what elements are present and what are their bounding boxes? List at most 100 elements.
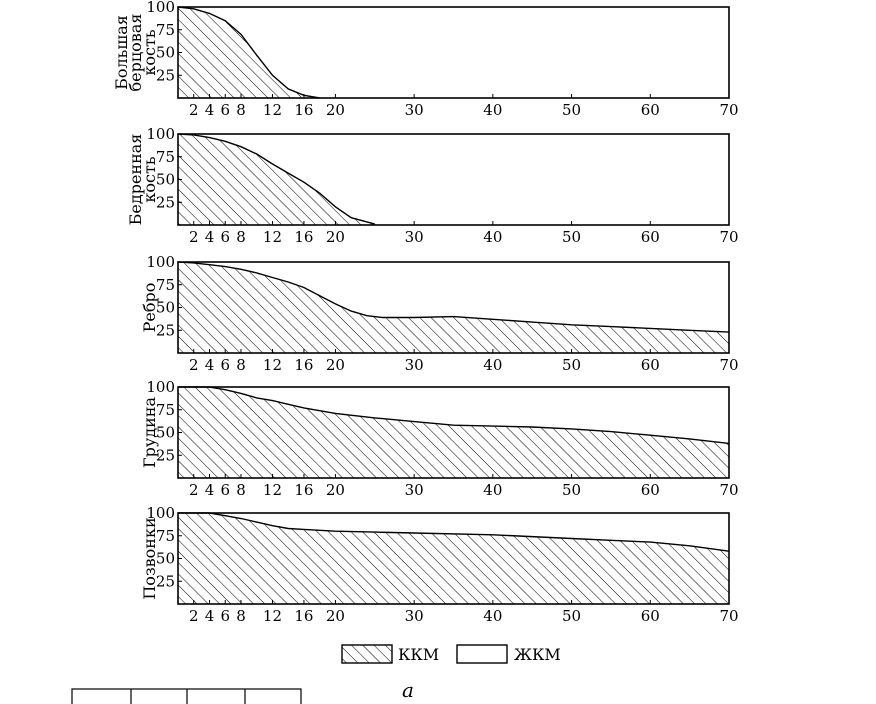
x-tick-label: 4	[205, 481, 215, 499]
x-tick-label: 40	[483, 356, 502, 374]
y-tick-label: 25	[156, 321, 175, 339]
x-tick-label: 40	[483, 228, 502, 246]
chart-panel: 25 50 75 100 2 4 6 8 12 16 20 30 40 50 60 70 Позвонки	[140, 504, 739, 625]
chart-panel: 25 50 75 100 2 4 6 8 12 16 20 30 40 50 60 70 Грудина	[140, 378, 739, 499]
x-tick-label: 60	[641, 101, 660, 119]
y-tick-label: 25	[156, 66, 175, 84]
x-tick-label: 20	[326, 228, 345, 246]
x-tick-label: 50	[562, 356, 581, 374]
x-tick-label: 20	[326, 481, 345, 499]
x-tick-label: 50	[562, 481, 581, 499]
legend-label-kkm: ККМ	[398, 645, 439, 664]
x-tick-label: 6	[220, 228, 230, 246]
series-line-kkm	[177, 261, 730, 333]
y-tick-label: 50	[156, 171, 175, 189]
y-axis-label: Позвонки	[140, 517, 159, 599]
x-tick-label: 8	[236, 356, 246, 374]
series-line-kkm	[178, 386, 730, 445]
x-tick-label: 4	[205, 101, 215, 119]
series-line-kkm	[177, 6, 320, 99]
series-line-kkm	[178, 512, 730, 552]
x-tick-label: 70	[719, 356, 738, 374]
series-area-kkm	[178, 7, 320, 98]
y-tick-label: 25	[156, 446, 175, 464]
x-tick-label: 12	[263, 101, 282, 119]
y-tick-label: 100	[146, 125, 175, 143]
x-tick-label: 12	[263, 607, 282, 625]
x-tick-label: 50	[562, 607, 581, 625]
x-tick-label: 60	[641, 228, 660, 246]
y-tick-label: 50	[156, 44, 175, 62]
chart-panel: 25 50 75 100 2 4 6 8 12 16 20 30 40 50 60 70 Большаяберц…	[112, 0, 739, 119]
legend-swatch-kkm	[341, 644, 393, 664]
x-tick-label: 2	[189, 607, 199, 625]
x-tick-label: 4	[205, 228, 215, 246]
x-tick-label: 50	[562, 228, 581, 246]
legend-label-zhkm: ЖКМ	[514, 645, 561, 664]
y-axis-label: Большая	[112, 15, 131, 90]
x-tick-label: 16	[294, 356, 313, 374]
x-tick-label: 6	[220, 356, 230, 374]
y-tick-label: 25	[156, 572, 175, 590]
x-tick-label: 12	[263, 356, 282, 374]
x-tick-label: 16	[294, 481, 313, 499]
x-tick-label: 70	[719, 101, 738, 119]
y-tick-label: 100	[146, 378, 175, 396]
y-axis-label: Бедренная	[126, 134, 145, 226]
y-tick-label: 50	[156, 299, 175, 317]
x-tick-label: 6	[220, 481, 230, 499]
y-tick-label: 75	[156, 21, 175, 39]
x-tick-label: 40	[483, 481, 502, 499]
y-tick-label: 50	[156, 550, 175, 568]
x-tick-label: 8	[236, 228, 246, 246]
x-tick-label: 70	[719, 481, 738, 499]
series-area-kkm	[178, 262, 729, 353]
y-axis-label: Ребро	[140, 283, 159, 333]
x-tick-label: 20	[326, 356, 345, 374]
x-tick-label: 30	[405, 481, 424, 499]
x-tick-label: 16	[294, 607, 313, 625]
x-tick-label: 60	[641, 481, 660, 499]
chart-panel: 25 50 75 100 2 4 6 8 12 16 20 30 40 50 60 70 Бедреннаяко…	[126, 125, 739, 246]
x-tick-label: 2	[189, 228, 199, 246]
x-tick-label: 50	[562, 101, 581, 119]
x-tick-label: 16	[294, 228, 313, 246]
x-tick-label: 2	[189, 481, 199, 499]
x-tick-label: 12	[263, 481, 282, 499]
x-tick-label: 70	[719, 607, 738, 625]
y-axis-label: Грудина	[140, 397, 159, 468]
series-line-kkm	[177, 133, 375, 225]
table-fragment	[71, 688, 302, 704]
y-tick-label: 75	[156, 401, 175, 419]
y-tick-label: 100	[146, 504, 175, 522]
x-tick-label: 60	[641, 607, 660, 625]
x-tick-label: 6	[220, 607, 230, 625]
y-tick-label: 25	[156, 193, 175, 211]
x-tick-label: 8	[236, 101, 246, 119]
series-area-kkm	[178, 134, 375, 225]
x-tick-label: 30	[405, 228, 424, 246]
x-tick-label: 4	[205, 356, 215, 374]
x-tick-label: 20	[326, 101, 345, 119]
legend: ККМ ЖКМ	[341, 644, 561, 664]
legend-swatch-zhkm	[456, 644, 508, 664]
x-tick-label: 40	[483, 101, 502, 119]
y-axis-label: кость	[140, 156, 159, 202]
x-tick-label: 16	[294, 101, 313, 119]
y-axis-label: кость	[140, 29, 159, 75]
x-tick-label: 30	[405, 101, 424, 119]
figure-caption: а	[402, 678, 414, 702]
x-tick-label: 30	[405, 607, 424, 625]
y-tick-label: 100	[146, 253, 175, 271]
x-tick-label: 6	[220, 101, 230, 119]
x-tick-label: 20	[326, 607, 345, 625]
x-tick-label: 40	[483, 607, 502, 625]
x-tick-label: 8	[236, 607, 246, 625]
x-tick-label: 60	[641, 356, 660, 374]
x-tick-label: 4	[205, 607, 215, 625]
x-tick-label: 8	[236, 481, 246, 499]
y-axis-label: берцовая	[126, 14, 145, 92]
x-tick-label: 2	[189, 356, 199, 374]
